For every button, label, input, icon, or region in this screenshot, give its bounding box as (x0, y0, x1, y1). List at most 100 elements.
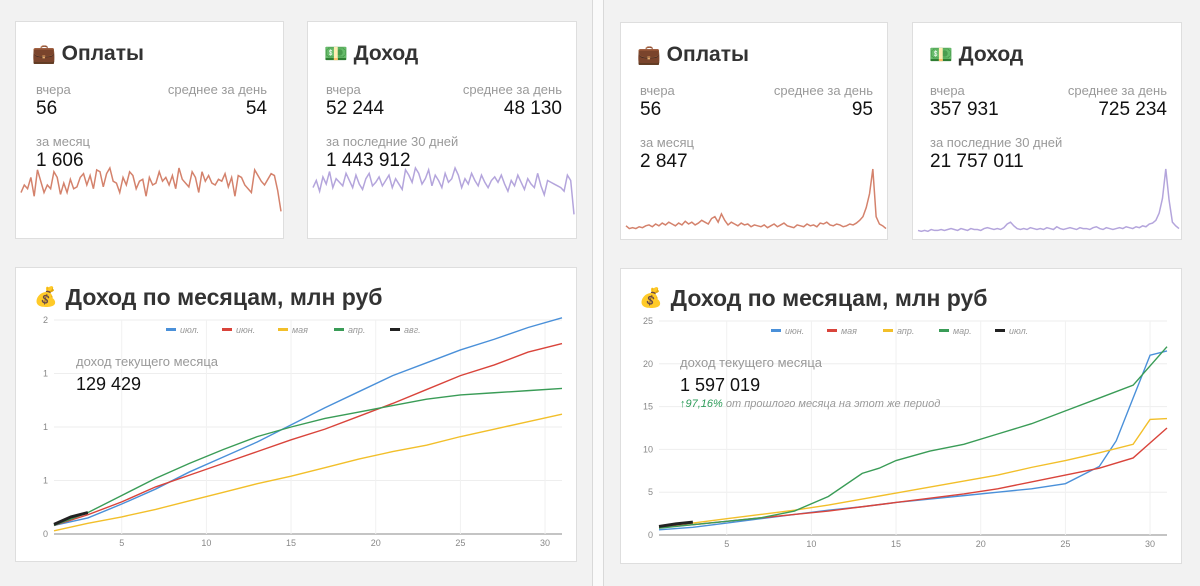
legend-label: июн. (785, 326, 804, 336)
money-bag-icon: 💰 (34, 287, 58, 308)
avg-label: среднее за день (1067, 83, 1167, 98)
legend-label: мая (292, 325, 308, 335)
month-value: 1 443 912 (326, 150, 411, 171)
month-label: за месяц (640, 135, 694, 150)
y-tick-label: 25 (643, 316, 653, 326)
y-tick-label: 5 (648, 487, 653, 497)
x-tick-label: 20 (976, 539, 986, 549)
payments-title: 💼 Оплаты (32, 42, 144, 65)
current-month-value: 129 429 (76, 374, 142, 394)
briefcase-icon: 💼 (32, 43, 56, 65)
money-icon: 💵 (324, 43, 348, 65)
legend-swatch (883, 329, 893, 332)
income-sparkline (917, 168, 1180, 233)
series-line-июн. (658, 350, 1168, 531)
series-line-апр. (53, 387, 563, 527)
yesterday-label: вчера (36, 82, 71, 97)
sparkline-series (917, 168, 1180, 233)
yesterday-label: вчера (326, 82, 361, 97)
legend-label: июн. (236, 325, 255, 335)
series-line-мар. (658, 346, 1168, 529)
sparkline-series (625, 168, 887, 230)
payments-title: 💼 Оплаты (637, 43, 749, 66)
x-tick-label: 5 (119, 538, 124, 548)
month-label: за последние 30 дней (930, 135, 1063, 150)
payments-sparkline (20, 166, 282, 212)
avg-label: среднее за день (167, 82, 267, 97)
legend-swatch (166, 328, 176, 331)
current-month-value: 1 597 019 (680, 375, 761, 395)
delta-text: от прошлого месяца на этот же период (725, 398, 941, 410)
income-card-right: 💵 Доход вчера 357 931 среднее за день 72… (912, 22, 1182, 240)
monthly-income-title: 💰 Доход по месяцам, млн руб (639, 285, 988, 311)
y-tick-label: 1 (43, 476, 48, 486)
legend-label: мая (841, 326, 857, 336)
payments-sparkline (625, 168, 887, 230)
monthly-income-card-left: 💰 Доход по месяцам, млн руб 0 1 1 1 2 5 10 15 20… (15, 267, 577, 562)
yesterday-value: 56 (640, 99, 662, 120)
x-tick-label: 20 (371, 538, 381, 548)
legend-label: июл. (1009, 326, 1028, 336)
legend-swatch (827, 329, 837, 332)
y-tick-label: 15 (643, 402, 653, 412)
income-card-left: 💵 Доход вчера 52 244 среднее за день 48 … (307, 21, 577, 239)
x-tick-label: 5 (724, 539, 729, 549)
legend-swatch (222, 328, 232, 331)
yesterday-value: 357 931 (930, 99, 999, 120)
income-sparkline (312, 165, 575, 215)
yesterday-label: вчера (640, 83, 675, 98)
avg-value: 48 130 (503, 98, 562, 119)
x-tick-label: 15 (891, 539, 901, 549)
legend-swatch (995, 329, 1005, 332)
legend-swatch (334, 328, 344, 331)
series-line-мая (53, 413, 563, 532)
legend-swatch (771, 329, 781, 332)
series-line-апр. (658, 417, 1168, 528)
series-line-июл. (53, 317, 563, 527)
monthly-income-chart: 0 5 10 15 20 25 5 10 15 20 25 30 июн. мая апр. мар. июл. (643, 316, 1168, 549)
payments-card-right: 💼 Оплаты вчера 56 среднее за день 95 за … (620, 22, 888, 240)
legend-swatch (939, 329, 949, 332)
payments-card-left: 💼 Оплаты вчера 56 среднее за день 54 за … (15, 21, 284, 239)
y-tick-label: 1 (43, 422, 48, 432)
avg-label: среднее за день (773, 83, 873, 98)
current-month-label: доход текущего месяца (76, 354, 218, 369)
income-title: 💵 Доход (929, 43, 1024, 66)
month-value: 1 606 (36, 150, 84, 171)
y-tick-label: 0 (43, 529, 48, 539)
avg-label: среднее за день (462, 82, 562, 97)
x-tick-label: 30 (1145, 539, 1155, 549)
legend-swatch (278, 328, 288, 331)
month-label: за месяц (36, 134, 90, 149)
series-line-июн. (53, 342, 563, 527)
x-tick-label: 15 (286, 538, 296, 548)
legend-label: авг. (404, 325, 421, 335)
avg-value: 54 (245, 98, 267, 119)
y-tick-label: 0 (648, 530, 653, 540)
x-tick-label: 10 (201, 538, 211, 548)
avg-value: 725 234 (1098, 99, 1167, 120)
yesterday-value: 56 (36, 98, 58, 119)
monthly-income-card-right: 💰 Доход по месяцам, млн руб 0 5 10 15 20 25 5 1… (620, 268, 1182, 564)
series-line-июл. (658, 520, 694, 528)
y-tick-label: 2 (43, 315, 48, 325)
legend-label: июл. (180, 325, 199, 335)
x-tick-label: 25 (1060, 539, 1070, 549)
legend-label: мар. (953, 326, 972, 336)
x-tick-label: 10 (806, 539, 816, 549)
month-delta: ↑97,16% от прошлого месяца на этот же пе… (680, 398, 940, 410)
money-bag-icon: 💰 (639, 288, 663, 309)
panel-divider (592, 0, 604, 586)
yesterday-value: 52 244 (326, 98, 385, 119)
y-tick-label: 10 (643, 444, 653, 454)
legend-label: апр. (897, 326, 914, 336)
current-month-label: доход текущего месяца (680, 355, 822, 370)
legend-swatch (390, 328, 400, 331)
y-tick-label: 1 (43, 369, 48, 379)
money-icon: 💵 (929, 44, 953, 66)
delta-percent: ↑97,16% (680, 398, 723, 410)
legend-label: апр. (348, 325, 365, 335)
series-line-авг. (53, 511, 89, 526)
month-value: 2 847 (640, 151, 688, 172)
